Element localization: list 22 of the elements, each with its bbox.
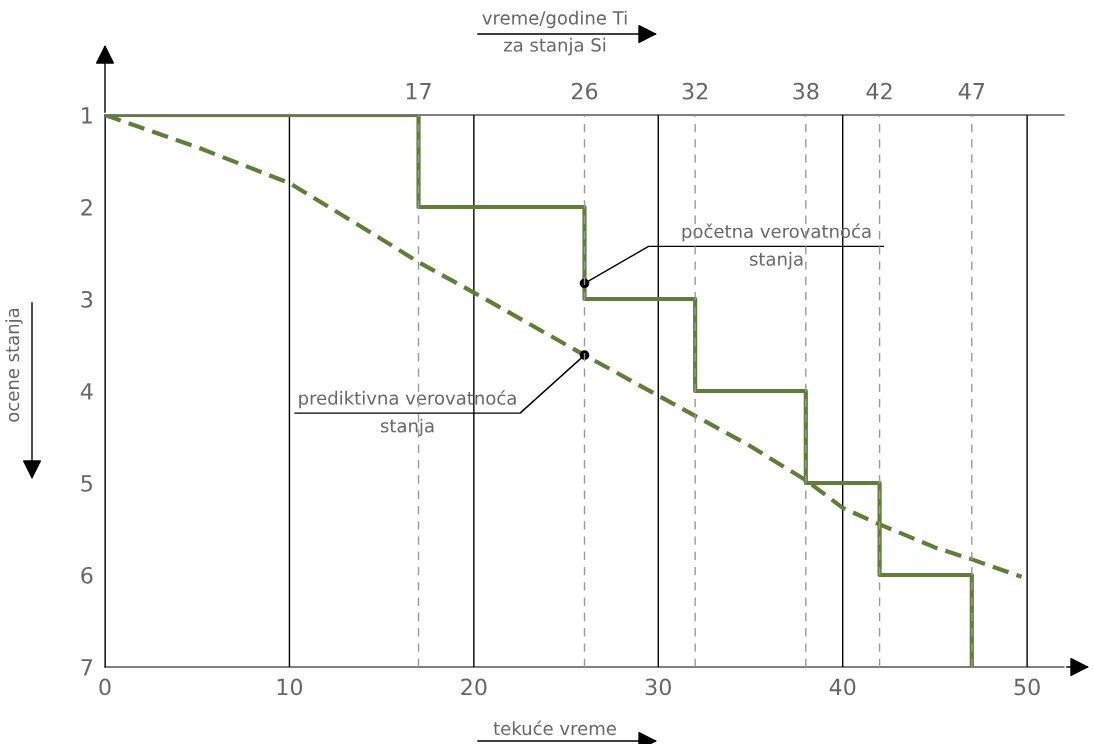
y-tick-label: 1 <box>82 107 92 124</box>
x-tick-label: 20 <box>461 678 487 696</box>
y-axis-title: ocene stanja <box>5 308 23 422</box>
y-tick-label: 5 <box>81 475 92 492</box>
y-tick-label: 4 <box>80 383 93 400</box>
x-axis-title: tekuće vreme <box>493 720 616 736</box>
x-tick-label: 50 <box>1014 678 1040 696</box>
y-tick-label: 3 <box>81 290 93 308</box>
y-tick-label: 7 <box>81 659 92 676</box>
y-tick-label: 6 <box>81 566 93 584</box>
x2-tick-label: 38 <box>793 82 819 100</box>
x2-axis-title: vreme/godine Ti za stanja Si <box>482 10 627 56</box>
y-tick-label: 2 <box>81 198 92 216</box>
x2-tick-label: 32 <box>682 82 708 100</box>
x2-tick-label: 42 <box>866 82 892 100</box>
x-tick-label: 10 <box>277 678 303 696</box>
x-tick-label: 0 <box>99 678 111 696</box>
x2-tick-label: 26 <box>571 82 598 100</box>
x-tick-label: 30 <box>645 678 671 696</box>
x-tick-label: 40 <box>829 678 856 696</box>
x2-tick-label: 47 <box>958 83 985 100</box>
x2-tick-label: 17 <box>406 83 431 100</box>
